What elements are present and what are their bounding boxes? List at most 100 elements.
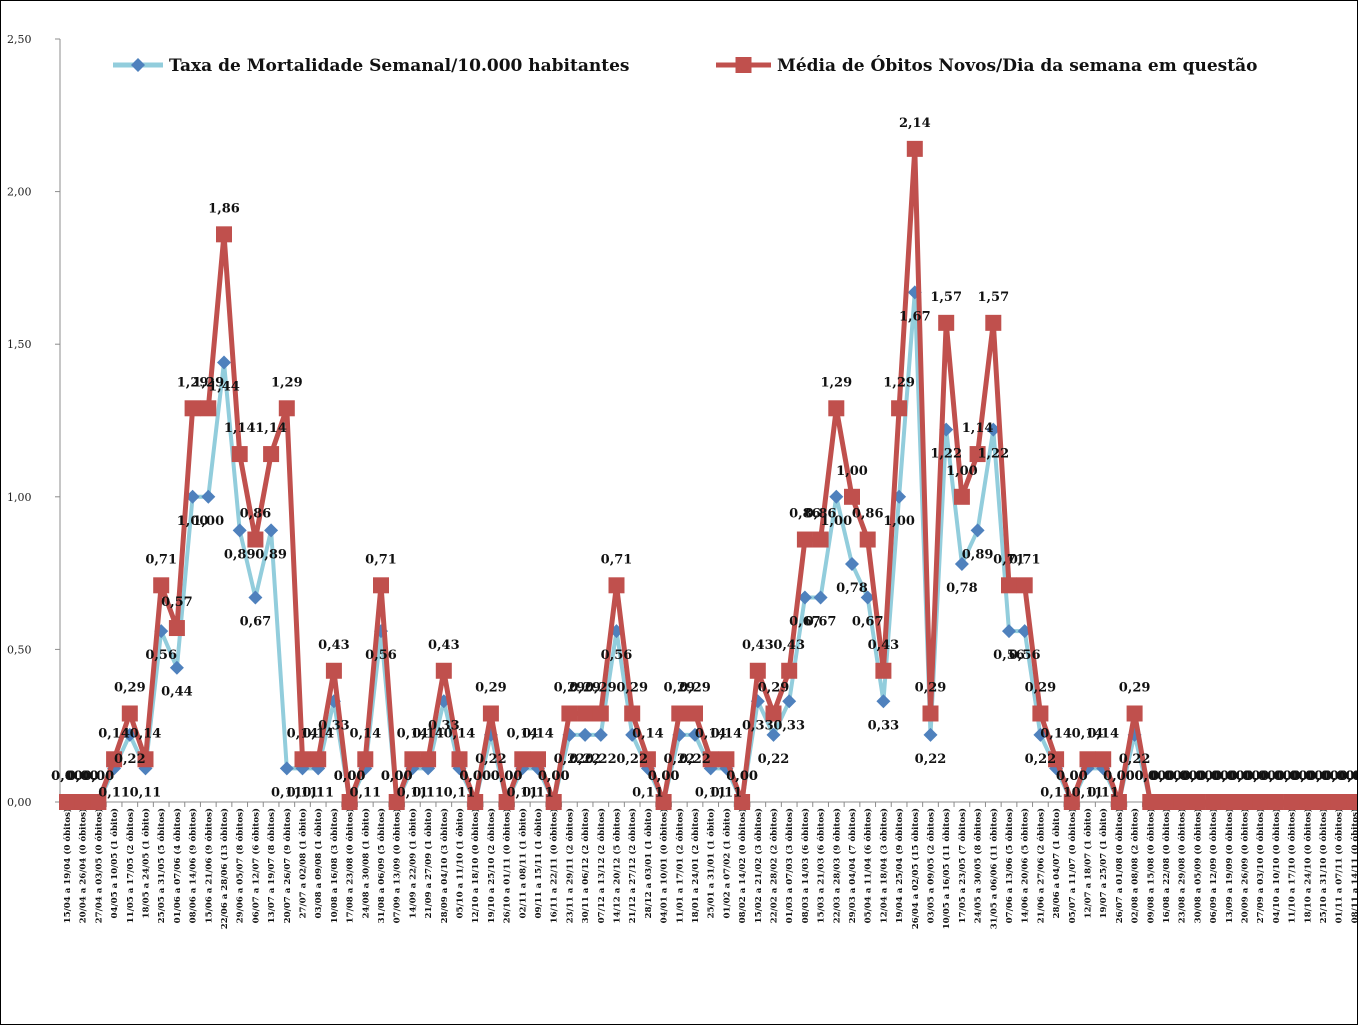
data-label-taxa: 1,67: [899, 309, 931, 324]
x-tick-label: 15/04 a 19/04 (0 óbitos): [62, 808, 73, 923]
data-label-taxa: 0,11: [397, 785, 429, 800]
data-label-taxa: 0,67: [852, 615, 884, 630]
data-label-media: 0,00: [1323, 769, 1355, 784]
x-tick-label: 20/07 a 26/07 (9 óbitos): [282, 808, 293, 923]
data-label-media: 0,00: [1182, 769, 1214, 784]
point-media: [420, 751, 437, 768]
x-tick-label: 08/02 a 14/02 (0 óbitos): [737, 808, 748, 923]
point-media: [263, 446, 280, 463]
x-tick-label: 08/06 a 14/06 (9 óbitos): [188, 808, 199, 923]
point-media: [184, 400, 201, 417]
data-label-media: 0,71: [1009, 552, 1041, 567]
x-tick-label: 22/02 a 28/02 (2 óbitos): [769, 808, 780, 923]
x-tick-label: 27/04 a 03/05 (0 óbitos): [93, 808, 104, 923]
point-media: [310, 751, 327, 768]
point-taxa: [876, 694, 891, 709]
point-media: [1095, 751, 1112, 768]
data-label-media: 0,14: [287, 726, 319, 741]
data-label-taxa: 0,22: [554, 752, 586, 767]
data-label-taxa: 0,11: [632, 785, 664, 800]
point-media: [875, 662, 892, 679]
x-tick-label: 03/05 a 09/05 (2 óbitos): [926, 808, 937, 923]
point-media: [1315, 794, 1331, 810]
data-label-taxa: 0,22: [569, 752, 601, 767]
point-taxa: [185, 489, 200, 504]
series-layer: [59, 140, 1357, 810]
y-tick-label: 1,00: [7, 491, 32, 504]
data-label-media: 1,57: [930, 290, 962, 305]
data-label-taxa: 0,22: [758, 752, 790, 767]
data-labels: 0,000,000,000,110,220,110,560,441,001,00…: [51, 116, 1357, 801]
point-taxa: [813, 590, 828, 605]
data-label-taxa: 0,00: [1229, 769, 1261, 784]
data-label-taxa: 0,89: [962, 547, 994, 562]
data-label-media: 0,14: [522, 726, 554, 741]
x-tick-label: 21/12 a 27/12 (2 óbitos): [627, 808, 638, 923]
x-tick-label: 11/05 a 17/05 (2 óbitos): [125, 808, 136, 923]
data-label-taxa: 0,00: [1166, 769, 1198, 784]
point-media: [969, 446, 986, 463]
point-taxa: [845, 556, 859, 571]
x-tick-label: 22/03 a 28/03 (9 óbitos): [831, 808, 842, 923]
data-label-taxa: 1,00: [883, 514, 915, 529]
point-media: [451, 751, 468, 768]
data-label-taxa: 0,67: [789, 615, 821, 630]
x-tick-label: 15/06 a 21/06 (9 óbitos): [203, 808, 214, 923]
data-label-taxa: 1,44: [208, 380, 240, 395]
point-taxa: [201, 489, 216, 504]
data-label-taxa: 0,33: [868, 718, 900, 733]
data-label-media: 0,00: [83, 769, 115, 784]
x-tick-label: 13/07 a 19/07 (8 óbitos): [266, 808, 277, 923]
x-tick-label: 02/11 a 08/11 (1 óbito): [517, 808, 528, 918]
x-tick-label: 23/11 a 29/11 (2 óbitos): [564, 808, 575, 923]
data-label-media: 1,29: [883, 375, 915, 390]
point-taxa: [923, 727, 938, 742]
data-label-taxa: 0,33: [318, 718, 350, 733]
data-label-media: 0,00: [67, 769, 99, 784]
point-media: [137, 751, 154, 768]
legend-marker-media: [735, 57, 752, 73]
point-media: [749, 662, 766, 679]
x-tick-label: 30/11 a 06/12 (2 óbitos): [580, 808, 591, 923]
point-media: [216, 226, 232, 243]
data-label-taxa: 0,00: [51, 769, 83, 784]
point-taxa: [1002, 624, 1016, 639]
point-media: [1126, 705, 1143, 722]
point-media: [1110, 794, 1127, 810]
x-tick-label: 25/01 a 31/01 (1 óbito): [706, 808, 717, 918]
data-label-media: 0,29: [679, 680, 711, 695]
data-label-taxa: 0,11: [287, 785, 319, 800]
data-label-media: 0,14: [695, 726, 727, 741]
data-label-taxa: 0,11: [349, 785, 381, 800]
x-tick-label: 14/12 a 20/12 (5 óbitos): [612, 808, 623, 923]
data-label-media: 0,00: [1229, 769, 1261, 784]
x-tick-label: 19/07 a 25/07 (1 óbito): [1098, 808, 1109, 918]
data-label-taxa: 0,00: [1323, 769, 1355, 784]
data-label-media: 0,00: [1307, 769, 1339, 784]
point-media: [530, 751, 546, 768]
x-tick-label: 10/05 a 16/05 (11 óbitos): [941, 808, 952, 929]
x-tick-label: 07/09 a 13/09 (0 óbitos): [392, 808, 403, 923]
data-label-taxa: 0,11: [130, 785, 162, 800]
point-taxa: [954, 556, 969, 571]
data-label-taxa: 0,00: [1197, 769, 1229, 784]
x-tick-label: 29/06 a 05/07 (8 óbitos): [235, 808, 246, 923]
x-tick-label: 01/06 a 07/06 (4 óbitos): [172, 808, 183, 923]
x-tick-label: 17/08 a 23/08 (0 óbitos): [345, 808, 356, 923]
data-label-taxa: 0,00: [1276, 769, 1308, 784]
point-media: [482, 705, 499, 722]
point-media: [247, 531, 264, 548]
x-tick-label: 26/07 a 01/08 (0 óbitos): [1114, 808, 1125, 923]
x-tick-label: 17/05 a 23/05 (7 óbitos): [957, 808, 968, 923]
point-media: [59, 794, 75, 810]
data-label-media: 0,14: [1072, 726, 1104, 741]
x-tick-label: 25/10 a 31/10 (0 óbitos): [1318, 808, 1329, 923]
x-tick-label: 11/01 a 17/01 (2 óbitos): [674, 808, 685, 923]
data-label-taxa: 0,89: [255, 547, 287, 562]
data-label-taxa: 0,11: [522, 785, 554, 800]
point-taxa: [279, 761, 294, 776]
point-media: [90, 794, 107, 810]
data-label-taxa: 0,56: [1009, 648, 1041, 663]
point-media: [1142, 794, 1159, 810]
x-tick-label: 21/09 a 27/09 (1 óbito): [423, 808, 434, 918]
